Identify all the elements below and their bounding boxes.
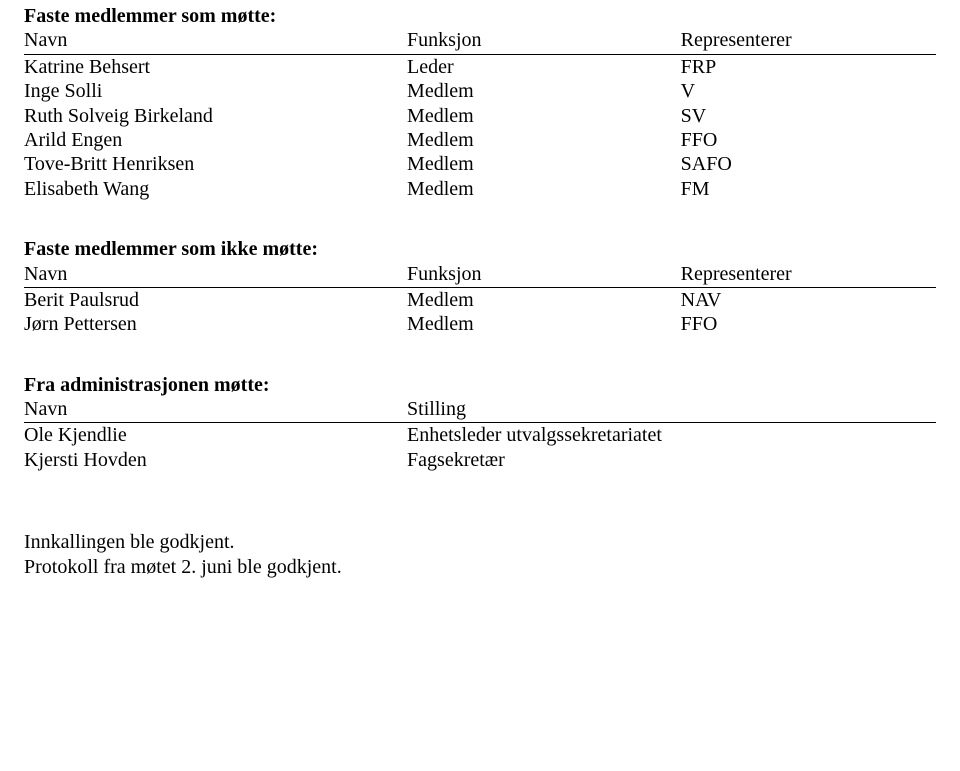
- header-rep: Representerer: [681, 28, 936, 54]
- header-navn: Navn: [24, 397, 407, 423]
- table-row: Kjersti Hovden Fagsekretær: [24, 448, 936, 472]
- table-row: Ruth Solveig Birkeland Medlem SV: [24, 104, 936, 128]
- table-row: Tove-Britt Henriksen Medlem SAFO: [24, 152, 936, 176]
- cell-rep: FM: [681, 177, 936, 201]
- cell-navn: Ole Kjendlie: [24, 423, 407, 448]
- cell-funksjon: Medlem: [407, 128, 681, 152]
- cell-funksjon: Medlem: [407, 312, 681, 336]
- absent-title: Faste medlemmer som ikke møtte:: [24, 237, 936, 261]
- cell-navn: Tove-Britt Henriksen: [24, 152, 407, 176]
- table-row: Ole Kjendlie Enhetsleder utvalgssekretar…: [24, 423, 936, 448]
- cell-navn: Katrine Behsert: [24, 54, 407, 79]
- cell-stilling: Fagsekretær: [407, 448, 936, 472]
- table-row: Berit Paulsrud Medlem NAV: [24, 287, 936, 312]
- header-navn: Navn: [24, 262, 407, 288]
- cell-navn: Berit Paulsrud: [24, 287, 407, 312]
- header-stilling: Stilling: [407, 397, 936, 423]
- table-row: Elisabeth Wang Medlem FM: [24, 177, 936, 201]
- cell-stilling: Enhetsleder utvalgssekretariatet: [407, 423, 936, 448]
- admin-header-row: Navn Stilling: [24, 397, 936, 423]
- cell-rep: NAV: [681, 287, 936, 312]
- admin-table: Navn Stilling Ole Kjendlie Enhetsleder u…: [24, 397, 936, 472]
- absent-header-row: Navn Funksjon Representerer: [24, 262, 936, 288]
- cell-navn: Ruth Solveig Birkeland: [24, 104, 407, 128]
- table-row: Jørn Pettersen Medlem FFO: [24, 312, 936, 336]
- cell-rep: FRP: [681, 54, 936, 79]
- cell-rep: FFO: [681, 128, 936, 152]
- cell-funksjon: Medlem: [407, 287, 681, 312]
- cell-funksjon: Medlem: [407, 152, 681, 176]
- cell-rep: SV: [681, 104, 936, 128]
- cell-funksjon: Medlem: [407, 104, 681, 128]
- closing-line-1: Innkallingen ble godkjent.: [24, 530, 936, 554]
- closing-line-2: Protokoll fra møtet 2. juni ble godkjent…: [24, 555, 936, 579]
- header-navn: Navn: [24, 28, 407, 54]
- admin-section: Fra administrasjonen møtte: Navn Stillin…: [24, 373, 936, 473]
- cell-rep: V: [681, 79, 936, 103]
- attendees-table: Navn Funksjon Representerer Katrine Behs…: [24, 28, 936, 201]
- cell-navn: Jørn Pettersen: [24, 312, 407, 336]
- header-rep: Representerer: [681, 262, 936, 288]
- cell-navn: Elisabeth Wang: [24, 177, 407, 201]
- cell-rep: SAFO: [681, 152, 936, 176]
- cell-navn: Inge Solli: [24, 79, 407, 103]
- cell-funksjon: Leder: [407, 54, 681, 79]
- header-funksjon: Funksjon: [407, 262, 681, 288]
- admin-title: Fra administrasjonen møtte:: [24, 373, 936, 397]
- cell-funksjon: Medlem: [407, 177, 681, 201]
- header-funksjon: Funksjon: [407, 28, 681, 54]
- attendees-title: Faste medlemmer som møtte:: [24, 4, 936, 28]
- cell-funksjon: Medlem: [407, 79, 681, 103]
- cell-rep: FFO: [681, 312, 936, 336]
- table-row: Inge Solli Medlem V: [24, 79, 936, 103]
- cell-navn: Kjersti Hovden: [24, 448, 407, 472]
- absent-section: Faste medlemmer som ikke møtte: Navn Fun…: [24, 237, 936, 337]
- cell-navn: Arild Engen: [24, 128, 407, 152]
- closing-text: Innkallingen ble godkjent. Protokoll fra…: [24, 530, 936, 579]
- attendees-header-row: Navn Funksjon Representerer: [24, 28, 936, 54]
- attendees-section: Faste medlemmer som møtte: Navn Funksjon…: [24, 4, 936, 201]
- table-row: Arild Engen Medlem FFO: [24, 128, 936, 152]
- table-row: Katrine Behsert Leder FRP: [24, 54, 936, 79]
- absent-table: Navn Funksjon Representerer Berit Paulsr…: [24, 262, 936, 337]
